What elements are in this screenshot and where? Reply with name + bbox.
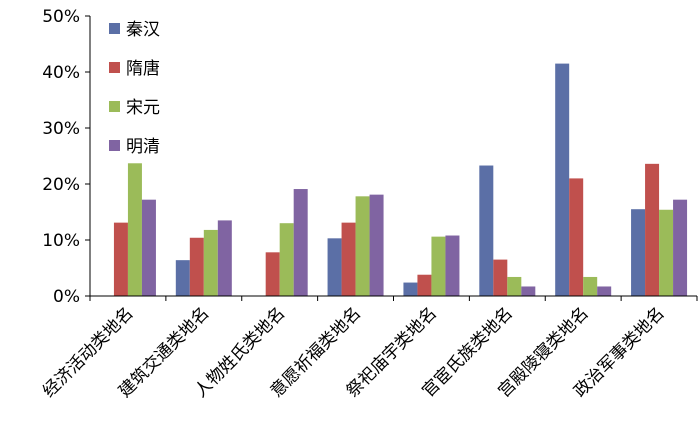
y-tick-label: 20%: [42, 175, 80, 195]
bar: [417, 274, 432, 296]
y-tick-label: 30%: [42, 119, 80, 139]
bar: [673, 199, 688, 296]
y-tick-label: 50%: [42, 7, 80, 27]
bar: [403, 282, 418, 296]
bar: [583, 276, 598, 296]
bar: [265, 252, 280, 296]
bar: [189, 237, 204, 296]
legend-swatch: [109, 140, 120, 151]
bar: [369, 194, 384, 296]
bar: [127, 163, 142, 296]
bar: [279, 223, 294, 296]
bar: [327, 238, 342, 296]
x-axis: 经济活动类地名建筑交通类地名人物姓氏类地名意愿祈福类地名祭祀庙宇类地名官宦氏族类…: [39, 295, 698, 402]
bar: [597, 286, 612, 296]
bars: [113, 63, 688, 296]
y-tick-label: 40%: [42, 63, 80, 83]
bar: [293, 189, 308, 296]
legend-label: 宋元: [126, 98, 160, 118]
bar: [217, 220, 232, 296]
bar: [555, 63, 570, 296]
bar: [175, 260, 190, 296]
bar: [659, 209, 674, 296]
bar: [479, 165, 494, 296]
bar: [141, 199, 156, 296]
bar: [493, 259, 508, 296]
y-tick-label: 10%: [42, 231, 80, 251]
legend-label: 明清: [126, 137, 160, 157]
bar: [445, 235, 460, 296]
legend-swatch: [109, 23, 120, 34]
y-tick-label: 0%: [53, 287, 80, 307]
bar: [341, 222, 356, 296]
bar: [521, 286, 536, 296]
y-axis: 0% 10% 20% 30% 40% 50%: [42, 7, 91, 307]
bar: [645, 163, 660, 296]
bar: [507, 276, 522, 296]
legend-swatch: [109, 101, 120, 112]
bar: [355, 196, 370, 296]
bar: [569, 178, 584, 296]
bar: [631, 209, 646, 296]
legend-swatch: [109, 62, 120, 73]
bar: [203, 229, 218, 296]
bar: [431, 236, 446, 296]
bar: [113, 222, 128, 296]
legend-label: 秦汉: [126, 20, 160, 40]
legend-label: 隋唐: [126, 58, 160, 79]
